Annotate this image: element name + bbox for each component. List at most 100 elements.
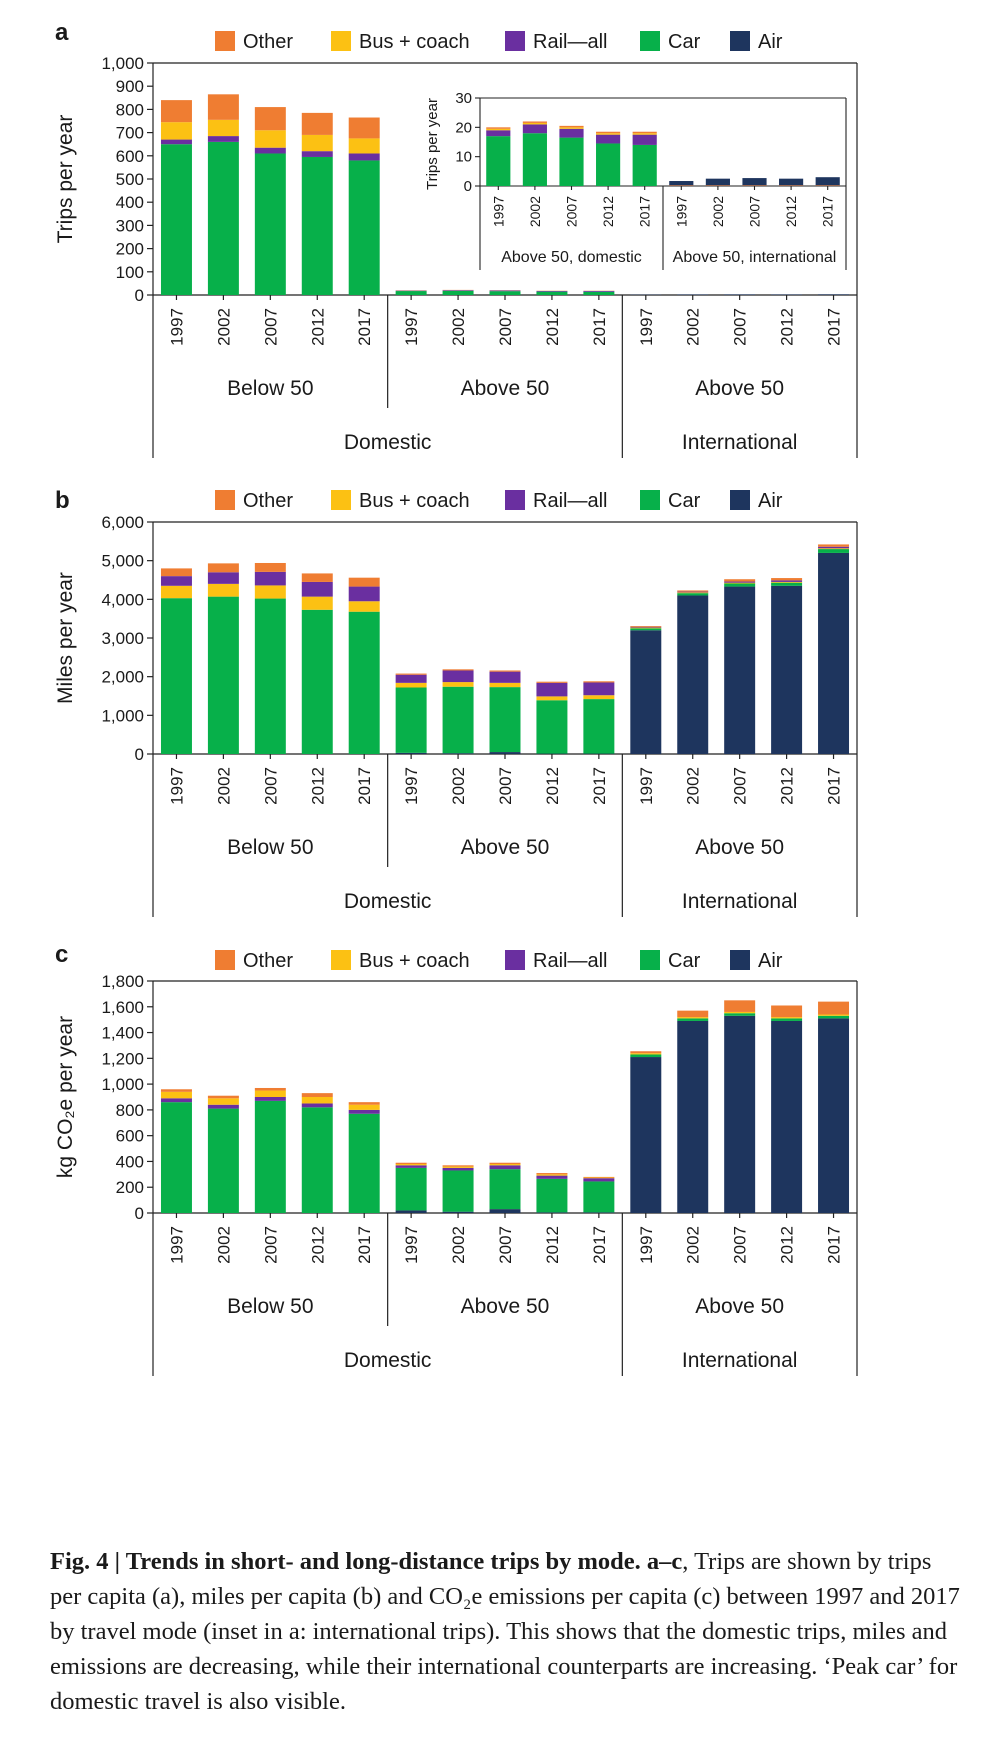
inset-bar-air: [815, 177, 840, 186]
bar-other: [583, 1176, 615, 1178]
legend-swatch-air: [730, 31, 750, 51]
bar-car: [677, 1018, 709, 1021]
y-axis-label: Miles per year: [54, 572, 77, 704]
legend-label-rail-all: Rail—all: [533, 490, 607, 512]
bar-other: [818, 1001, 850, 1015]
inset-x-tick-label: 2002: [710, 196, 726, 227]
x-tick-label: 2007: [731, 308, 750, 346]
bar-bus-coach: [677, 592, 709, 594]
bar-bus-coach: [818, 548, 850, 550]
y-tick-label: 800: [116, 1101, 144, 1120]
y-axis-label: Trips per year: [54, 115, 77, 244]
inset-x-tick-label: 2017: [637, 196, 653, 227]
inset-bar-other: [596, 131, 621, 134]
bar-car: [254, 153, 286, 295]
bar-air: [583, 1212, 615, 1213]
inset-bar-bus-coach: [559, 127, 584, 129]
bar-bus-coach: [583, 695, 615, 700]
bar-car: [536, 291, 568, 295]
group-label-above-50: Above 50: [461, 1295, 550, 1318]
y-tick-label: 1,000: [101, 706, 144, 725]
legend-label-air: Air: [758, 31, 783, 53]
bar-car: [583, 291, 615, 295]
y-tick-label: 600: [116, 147, 144, 166]
bar-bus-coach: [536, 1174, 568, 1176]
bar-car: [818, 1015, 850, 1019]
bar-other: [583, 681, 615, 683]
x-tick-label: 2007: [731, 1226, 750, 1264]
inset-x-tick-label: 2017: [820, 196, 836, 227]
bar-air: [771, 294, 803, 295]
bar-car: [724, 583, 756, 587]
y-axis-label: kg CO₂e per year: [54, 1016, 77, 1178]
bar-rail-all: [442, 290, 474, 291]
bar-bus-coach: [301, 1097, 333, 1104]
bar-rail-all: [536, 682, 568, 697]
bar-bus-coach: [348, 601, 380, 612]
group-label-international: International: [682, 1349, 798, 1372]
x-tick-label: 1997: [637, 767, 656, 805]
bar-other: [818, 544, 850, 547]
bar-bus-coach: [301, 134, 333, 152]
y-tick-label: 400: [116, 193, 144, 212]
y-tick-label: 500: [116, 170, 144, 189]
bar-car: [348, 611, 380, 754]
bar-rail-all: [207, 1104, 239, 1109]
x-tick-label: 1997: [637, 308, 656, 346]
bar-rail-all: [818, 546, 850, 549]
bar-bus-coach: [254, 585, 286, 599]
bar-bus-coach: [395, 682, 427, 688]
y-tick-label: 1,000: [101, 1075, 144, 1094]
bar-car: [818, 549, 850, 553]
group-label-below-50: Below 50: [227, 377, 313, 400]
inset-y-tick-label: 10: [455, 149, 472, 166]
x-tick-label: 1997: [167, 767, 186, 805]
caption-text: , Trips are shown by trips per capita (a…: [50, 1548, 960, 1715]
bar-other: [254, 107, 286, 131]
y-tick-label: 400: [116, 1152, 144, 1171]
y-tick-label: 200: [116, 1178, 144, 1197]
bar-other: [489, 670, 521, 672]
bar-air: [771, 585, 803, 754]
bar-bus-coach: [489, 682, 521, 688]
bar-car: [207, 596, 239, 754]
group-label-above-50: Above 50: [461, 377, 550, 400]
bar-rail-all: [348, 153, 380, 161]
y-tick-label: 1,600: [101, 998, 144, 1017]
inset-x-tick-label: 1997: [673, 196, 689, 227]
caption-label: Fig. 4 |: [50, 1548, 126, 1575]
bar-other: [348, 1102, 380, 1105]
bar-rail-all: [583, 682, 615, 696]
bar-rail-all: [630, 626, 662, 628]
inset-chart: 0 10 20 30 Trips per year 1997 2002 2007 2012 201…: [418, 86, 850, 272]
legend-label-bus-coach: Bus + coach: [359, 950, 470, 972]
inset-bar-car: [486, 136, 511, 186]
bar-rail-all: [489, 1165, 521, 1170]
y-tick-label: 1,800: [101, 972, 144, 991]
bar-rail-all: [301, 1103, 333, 1108]
bar-car: [348, 160, 380, 295]
bar-rail-all: [207, 136, 239, 142]
bar-car: [583, 699, 615, 754]
bar-bus-coach: [254, 1090, 286, 1097]
x-tick-label: 2012: [308, 1226, 327, 1264]
y-tick-label: 200: [116, 240, 144, 259]
legend-label-bus-coach: Bus + coach: [359, 31, 470, 53]
panel-label-b: b: [55, 487, 70, 514]
bar-bus-coach: [677, 1017, 709, 1019]
bar-bus-coach: [818, 1014, 850, 1016]
group-label-below-50: Below 50: [227, 836, 313, 859]
bar-other: [160, 100, 192, 123]
bar-other: [536, 1173, 568, 1175]
bar-rail-all: [489, 290, 521, 292]
inset-bar-other: [742, 185, 767, 186]
inset-bar-bus-coach: [632, 133, 657, 135]
bar-air: [536, 1212, 568, 1213]
bar-bus-coach: [771, 581, 803, 583]
inset-bar-air: [742, 178, 767, 186]
bar-other: [207, 94, 239, 120]
inset-bar-rail-all: [559, 128, 584, 138]
bar-other: [677, 590, 709, 592]
bar-other: [395, 1162, 427, 1165]
legend-label-air: Air: [758, 950, 783, 972]
